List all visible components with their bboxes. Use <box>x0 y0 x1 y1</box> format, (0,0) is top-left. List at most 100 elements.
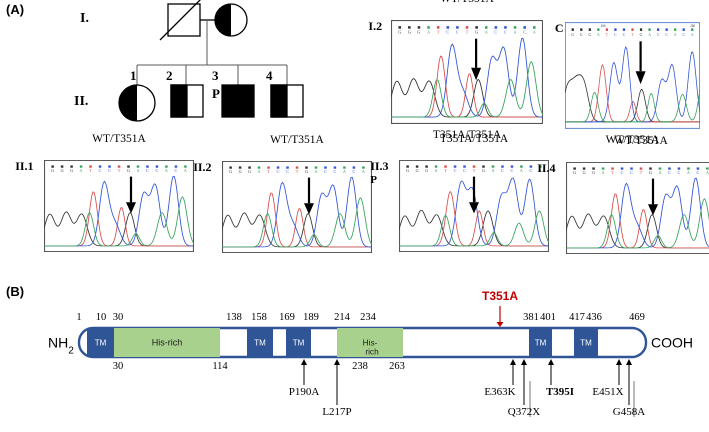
svg-text:G: G <box>592 170 595 175</box>
svg-text:C: C <box>555 21 564 35</box>
svg-text:C: C <box>146 168 149 173</box>
svg-text:3: 3 <box>212 68 219 83</box>
svg-text:G: G <box>305 169 308 174</box>
svg-text:169: 169 <box>279 312 295 323</box>
svg-text:A: A <box>165 168 168 173</box>
svg-text:A: A <box>687 170 690 175</box>
svg-text:G: G <box>417 30 420 35</box>
svg-text:C: C <box>530 168 533 173</box>
svg-text:G: G <box>248 169 251 174</box>
svg-text:C: C <box>334 169 337 174</box>
svg-text:C: C <box>630 170 633 175</box>
svg-text:A: A <box>258 169 261 174</box>
svg-text:G: G <box>580 32 583 37</box>
svg-text:A: A <box>597 32 600 37</box>
svg-text:A: A <box>691 32 694 37</box>
svg-text:190: 190 <box>601 24 606 28</box>
svg-text:G: G <box>406 168 409 173</box>
svg-text:A: A <box>648 32 651 37</box>
svg-text:E451X: E451X <box>592 386 623 398</box>
svg-text:C: C <box>623 32 626 37</box>
svg-text:WT/T351A: WT/T351A <box>92 133 146 145</box>
svg-text:G: G <box>583 170 586 175</box>
svg-text:C: C <box>665 32 668 37</box>
svg-text:T395I: T395I <box>546 386 574 398</box>
svg-text:2: 2 <box>166 68 173 83</box>
svg-text:T351A: T351A <box>482 289 518 303</box>
svg-text:C: C <box>668 170 671 175</box>
svg-text:C: C <box>697 170 700 175</box>
svg-text:C: C <box>463 168 466 173</box>
svg-text:C: C <box>108 168 111 173</box>
svg-text:436: 436 <box>586 312 602 323</box>
svg-text:C: C <box>494 30 497 35</box>
svg-text:A: A <box>658 170 661 175</box>
svg-text:rich: rich <box>365 347 379 357</box>
svg-text:A: A <box>343 169 346 174</box>
svg-text:G: G <box>239 169 242 174</box>
svg-text:238: 238 <box>352 361 368 372</box>
svg-text:G458A: G458A <box>613 406 645 418</box>
svg-text:4: 4 <box>266 68 273 83</box>
svg-text:G: G <box>571 32 574 37</box>
svg-text:C: C <box>501 168 504 173</box>
svg-text:30: 30 <box>113 361 124 372</box>
svg-text:200: 200 <box>690 24 695 28</box>
svg-text:TM: TM <box>293 339 305 348</box>
svg-text:A: A <box>362 169 365 174</box>
svg-text:TM: TM <box>535 339 547 348</box>
svg-text:L217P: L217P <box>322 406 351 418</box>
svg-text:C: C <box>454 168 457 173</box>
svg-text:C: C <box>511 168 514 173</box>
svg-text:138: 138 <box>226 312 242 323</box>
svg-text:A: A <box>520 168 523 173</box>
svg-text:381: 381 <box>523 312 539 323</box>
svg-text:C: C <box>277 169 280 174</box>
svg-text:G: G <box>51 168 54 173</box>
svg-text:A: A <box>80 168 83 173</box>
svg-text:G: G <box>425 168 428 173</box>
svg-text:G: G <box>70 168 73 173</box>
svg-text:189: 189 <box>303 312 319 323</box>
svg-text:II.: II. <box>74 94 88 109</box>
svg-text:C: C <box>523 30 526 35</box>
svg-text:G: G <box>640 32 643 37</box>
svg-text:G: G <box>573 170 576 175</box>
svg-text:G: G <box>475 30 478 35</box>
svg-text:114: 114 <box>212 361 228 372</box>
svg-text:30: 30 <box>113 312 124 323</box>
svg-text:NH2: NH2 <box>48 335 74 357</box>
svg-text:TM: TM <box>95 339 107 348</box>
svg-text:C: C <box>353 169 356 174</box>
svg-text:G: G <box>229 169 232 174</box>
svg-text:I.: I. <box>80 11 89 26</box>
svg-text:G: G <box>649 170 652 175</box>
svg-text:II.1: II.1 <box>15 159 33 173</box>
svg-text:His-rich: His-rich <box>152 338 183 348</box>
svg-text:C: C <box>504 30 507 35</box>
svg-text:E363K: E363K <box>484 386 515 398</box>
svg-text:C: C <box>456 30 459 35</box>
svg-text:P: P <box>370 174 377 186</box>
svg-text:G: G <box>588 32 591 37</box>
svg-text:(A): (A) <box>6 2 24 17</box>
svg-text:COOH: COOH <box>651 335 693 351</box>
svg-text:C: C <box>621 170 624 175</box>
svg-text:G: G <box>482 168 485 173</box>
svg-text:TM: TM <box>580 339 592 348</box>
svg-text:I.2: I.2 <box>368 19 382 33</box>
svg-text:TM: TM <box>254 339 266 348</box>
svg-text:C: C <box>657 32 660 37</box>
svg-text:II.3: II.3 <box>370 159 388 173</box>
svg-text:1: 1 <box>130 68 137 83</box>
svg-text:263: 263 <box>389 361 405 372</box>
svg-text:A: A <box>491 168 494 173</box>
svg-text:T: T <box>466 30 469 35</box>
svg-text:C: C <box>324 169 327 174</box>
svg-text:A: A <box>674 32 677 37</box>
svg-text:C: C <box>678 170 681 175</box>
svg-text:C: C <box>156 168 159 173</box>
svg-text:234: 234 <box>360 312 377 323</box>
svg-text:(B): (B) <box>6 284 24 299</box>
svg-text:A: A <box>602 170 605 175</box>
